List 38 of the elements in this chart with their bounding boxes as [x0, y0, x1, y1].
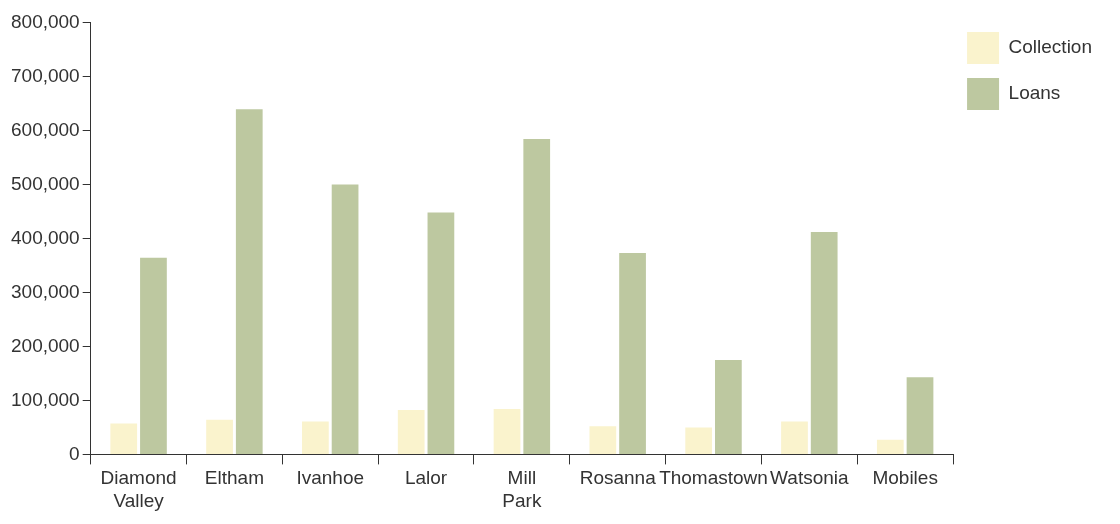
- legend-label: Loans: [1008, 82, 1061, 104]
- bar: [685, 427, 713, 454]
- bar: [523, 139, 551, 454]
- y-tick-label: 500,000: [10, 172, 80, 194]
- bar: [876, 439, 904, 454]
- y-tick-label: 400,000: [10, 226, 80, 248]
- bar: [810, 231, 838, 454]
- bar: [235, 109, 263, 454]
- x-tick-label: Ivanhoe: [296, 467, 365, 489]
- bar: [715, 359, 742, 454]
- x-tick-label: Rosanna: [579, 467, 657, 489]
- y-tick-label: 800,000: [10, 10, 80, 32]
- x-tick-label: Lalor: [404, 467, 448, 489]
- bar: [140, 257, 167, 454]
- bar: [206, 419, 233, 454]
- bar: [331, 184, 359, 454]
- bar: [781, 421, 808, 454]
- bar: [906, 377, 934, 454]
- y-tick-label: 600,000: [10, 118, 80, 140]
- bar: [493, 409, 521, 454]
- y-tick-label: 300,000: [10, 280, 80, 302]
- bar: [589, 426, 617, 454]
- x-tick-label: Thomastown: [659, 467, 768, 489]
- y-tick-label: 200,000: [10, 334, 80, 356]
- x-tick-label: Eltham: [204, 467, 264, 489]
- x-tick-label: Diamond Valley: [100, 467, 177, 511]
- x-tick-label: Mill Park: [502, 467, 542, 511]
- x-tick-label: Watsonia: [770, 467, 850, 489]
- x-tick-label: Mobiles: [872, 467, 938, 489]
- bar: [427, 212, 455, 454]
- legend-label: Collection: [1008, 36, 1093, 58]
- bar: [619, 252, 646, 454]
- bar: [302, 421, 329, 454]
- bar: [397, 410, 425, 454]
- y-tick-label: 700,000: [10, 64, 80, 86]
- y-tick-label: 100,000: [10, 388, 80, 410]
- bar: [110, 423, 138, 454]
- y-tick-label: 0: [69, 442, 80, 464]
